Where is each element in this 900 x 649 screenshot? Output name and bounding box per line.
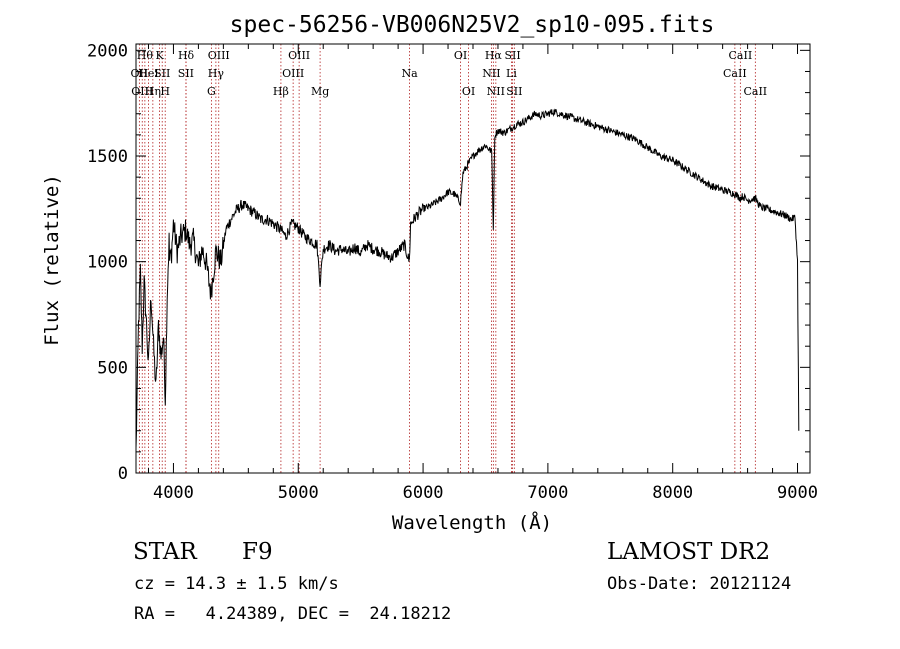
line-label: Hγ (208, 67, 225, 80)
emission-line-labels: OII OIII Hθ HeI Hη K SII H Hδ SII G Hγ OIII Hβ OIII OII… (131, 49, 768, 98)
y-axis-label: Flux (relative) (41, 174, 63, 346)
line-label: Hθ (137, 49, 154, 62)
y-axis-ticks: 0 500 1000 1500 2000 (87, 41, 810, 484)
y-tick-label: 1000 (87, 253, 128, 273)
line-label: SII (178, 67, 194, 80)
line-label: SII (504, 49, 520, 62)
x-tick-label: 4000 (153, 483, 194, 503)
redshift-cz: cz = 14.3 ± 1.5 km/s (134, 574, 339, 594)
line-label: NII (482, 67, 500, 80)
x-axis-ticks: 4000 5000 6000 7000 8000 9000 (147, 44, 818, 503)
object-class: STAR (133, 539, 197, 565)
line-label: CaII (743, 85, 767, 98)
y-tick-label: 0 (118, 464, 128, 484)
y-tick-label: 500 (97, 358, 128, 378)
x-tick-label: 9000 (777, 483, 818, 503)
y-tick-label: 2000 (87, 41, 128, 61)
line-label: OIII (208, 49, 230, 62)
line-label: Na (402, 67, 419, 80)
line-label: CaII (729, 49, 753, 62)
survey-name: LAMOST DR2 (607, 539, 771, 565)
line-label: K (155, 49, 164, 62)
ra-dec-coordinates: RA = 4.24389, DEC = 24.18212 (134, 604, 452, 624)
x-tick-label: 6000 (403, 483, 444, 503)
line-label: OI (454, 49, 467, 62)
line-label: Hα (485, 49, 503, 62)
line-label: CaII (723, 67, 747, 80)
line-label: OII (131, 67, 149, 80)
y-tick-label: 1500 (87, 147, 128, 167)
line-label: SII (506, 85, 522, 98)
line-label: Mg (311, 85, 329, 98)
line-label: G (207, 85, 216, 98)
x-tick-label: 8000 (652, 483, 693, 503)
line-label: Li (506, 67, 517, 80)
line-label: SII (154, 67, 170, 80)
x-tick-label: 7000 (527, 483, 568, 503)
plot-frame (135, 43, 811, 474)
emission-line-markers (138, 44, 756, 473)
spectrum-line (135, 108, 800, 448)
line-label: Hη (145, 85, 161, 98)
line-label: Hδ (178, 49, 195, 62)
line-label: Hβ (273, 85, 289, 98)
line-label: OIII (131, 85, 153, 98)
x-tick-label: 5000 (278, 483, 319, 503)
chart-title: spec-56256-VB006N25V2_sp10-095.fits (230, 12, 715, 38)
line-label: OI (462, 85, 475, 98)
line-label: HeI (138, 67, 158, 80)
line-label: OIII (282, 67, 304, 80)
observation-date: Obs-Date: 20121124 (607, 574, 792, 594)
line-label: OIII (288, 49, 310, 62)
x-axis-label: Wavelength (Å) (392, 511, 552, 534)
line-label: H (160, 85, 170, 98)
line-label: NII (487, 85, 505, 98)
object-subclass: F9 (242, 539, 273, 565)
